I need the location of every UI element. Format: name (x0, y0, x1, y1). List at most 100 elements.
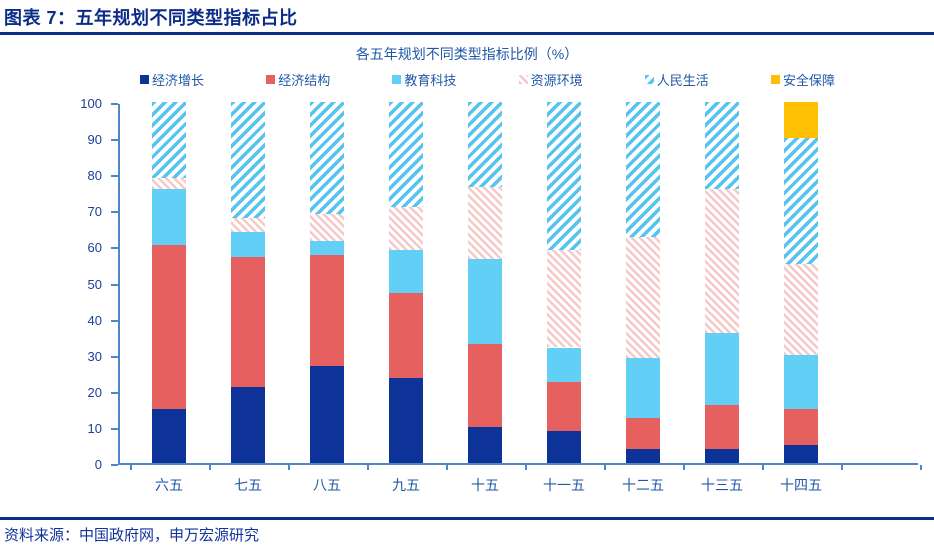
x-axis-category-label: 九五 (392, 477, 420, 493)
y-axis-tick (111, 247, 118, 250)
x-axis-category-label: 十四五 (780, 477, 822, 493)
x-axis-tick (129, 465, 132, 470)
bar-segment-资源环境 (152, 177, 186, 189)
y-axis-tick (111, 103, 118, 105)
x-axis-category-label: 六五 (155, 477, 183, 493)
x-axis-category-label: 十二五 (622, 477, 664, 493)
y-axis-tick-label: 60 (87, 240, 102, 256)
bar-segment-经济增长 (468, 426, 502, 463)
bar-segment-资源环境 (626, 237, 660, 359)
y-axis-tick (111, 175, 118, 178)
x-axis-tick (524, 465, 527, 470)
bar-segment-资源环境 (705, 188, 739, 334)
stacked-bar-十四五 (784, 102, 818, 463)
bar-segment-教育科技 (784, 354, 818, 409)
bar-segment-教育科技 (152, 188, 186, 245)
y-axis-tick-label: 100 (80, 96, 102, 111)
legend-swatch-icon (266, 74, 276, 84)
bar-segment-教育科技 (626, 358, 660, 418)
x-axis-category-label: 八五 (313, 477, 341, 493)
legend-label: 经济结构 (278, 72, 331, 88)
bar-segment-教育科技 (705, 333, 739, 406)
legend-swatch-icon (140, 74, 149, 84)
legend-item-经济结构: 经济结构 (266, 70, 330, 89)
x-axis-tick (287, 465, 290, 470)
legend-swatch-icon (518, 74, 528, 84)
chart-title: 各五年规划不同类型指标比例（%） (355, 46, 579, 62)
x-axis-category-label: 七五 (234, 477, 262, 493)
y-axis-tick (111, 139, 118, 142)
x-axis-tick (445, 465, 448, 470)
bar-segment-经济增长 (547, 430, 581, 463)
bar-segment-人民生活 (231, 102, 265, 218)
bar-segment-安全保障 (784, 102, 818, 139)
bar-segment-经济结构 (152, 244, 186, 409)
bar-segment-资源环境 (784, 264, 818, 355)
x-axis-tick (840, 465, 843, 470)
figure-title: 图表 7：五年规划不同类型指标占比 (4, 8, 298, 28)
bar-segment-经济增长 (231, 387, 265, 463)
y-axis-tick-label: 0 (94, 457, 102, 472)
stacked-bar-十二五 (626, 102, 660, 463)
bar-segment-资源环境 (389, 206, 423, 251)
bar-segment-经济增长 (152, 408, 186, 463)
bar-segment-经济结构 (626, 417, 660, 449)
x-axis-category-label: 十一五 (543, 477, 585, 493)
y-axis-tick-label: 50 (87, 276, 102, 292)
y-axis-tick-label: 70 (87, 204, 102, 220)
y-axis-tick-label: 40 (87, 312, 102, 328)
legend-item-安全保障: 安全保障 (770, 70, 835, 89)
x-axis-tick (919, 465, 922, 470)
bar-segment-资源环境 (231, 217, 265, 232)
legend-label: 安全保障 (782, 72, 835, 88)
bar-segment-经济结构 (231, 257, 265, 388)
bar-segment-经济结构 (310, 255, 344, 366)
bar-segment-人民生活 (547, 102, 581, 251)
bar-segment-人民生活 (310, 102, 344, 214)
bar-segment-经济增长 (705, 448, 739, 463)
legend-label: 人民生活 (656, 72, 709, 88)
x-axis-tick (603, 465, 606, 470)
stacked-bar-八五 (310, 102, 344, 463)
x-axis-category-label: 十五 (471, 477, 499, 493)
y-axis-tick (111, 427, 118, 430)
bar-segment-人民生活 (784, 138, 818, 265)
bar-segment-人民生活 (468, 102, 502, 187)
source-note: 资料来源：中国政府网，申万宏源研究 (4, 527, 260, 544)
legend-label: 教育科技 (404, 72, 457, 88)
stacked-bar-十一五 (547, 102, 581, 463)
legend-swatch-icon (770, 74, 780, 84)
bar-segment-人民生活 (389, 102, 423, 207)
legend-item-资源环境: 资源环境 (518, 70, 583, 89)
stacked-bar-六五 (152, 102, 186, 463)
legend-item-人民生活: 人民生活 (644, 70, 709, 89)
bar-segment-经济结构 (705, 405, 739, 449)
stacked-bar-七五 (231, 102, 265, 463)
footer-divider (0, 517, 934, 520)
header-divider (0, 32, 934, 35)
y-axis-tick-label: 30 (87, 348, 102, 364)
y-axis-tick (111, 464, 118, 466)
x-axis-tick (682, 465, 685, 470)
x-axis-tick (761, 465, 764, 470)
stacked-bar-十五 (468, 102, 502, 463)
x-axis-tick (366, 465, 369, 470)
bar-segment-人民生活 (626, 102, 660, 238)
y-axis-tick (111, 355, 118, 358)
bar-segment-教育科技 (231, 231, 265, 258)
y-axis-tick (111, 211, 118, 214)
legend-swatch-icon (392, 74, 402, 84)
y-axis-tick-label: 20 (87, 384, 102, 400)
x-axis-category-label: 十三五 (701, 477, 743, 493)
legend-swatch-icon (644, 74, 654, 84)
bar-segment-经济结构 (547, 381, 581, 431)
y-axis-tick (111, 319, 118, 322)
y-axis-tick-label: 10 (87, 420, 102, 436)
bar-segment-教育科技 (389, 250, 423, 294)
bar-segment-经济增长 (626, 448, 660, 463)
bar-segment-教育科技 (547, 347, 581, 382)
chart-legend: 经济增长 经济结构 教育科技 资源环境 人民生活 安全保障 (140, 70, 835, 88)
bar-segment-经济结构 (784, 408, 818, 445)
stacked-bar-九五 (389, 102, 423, 463)
